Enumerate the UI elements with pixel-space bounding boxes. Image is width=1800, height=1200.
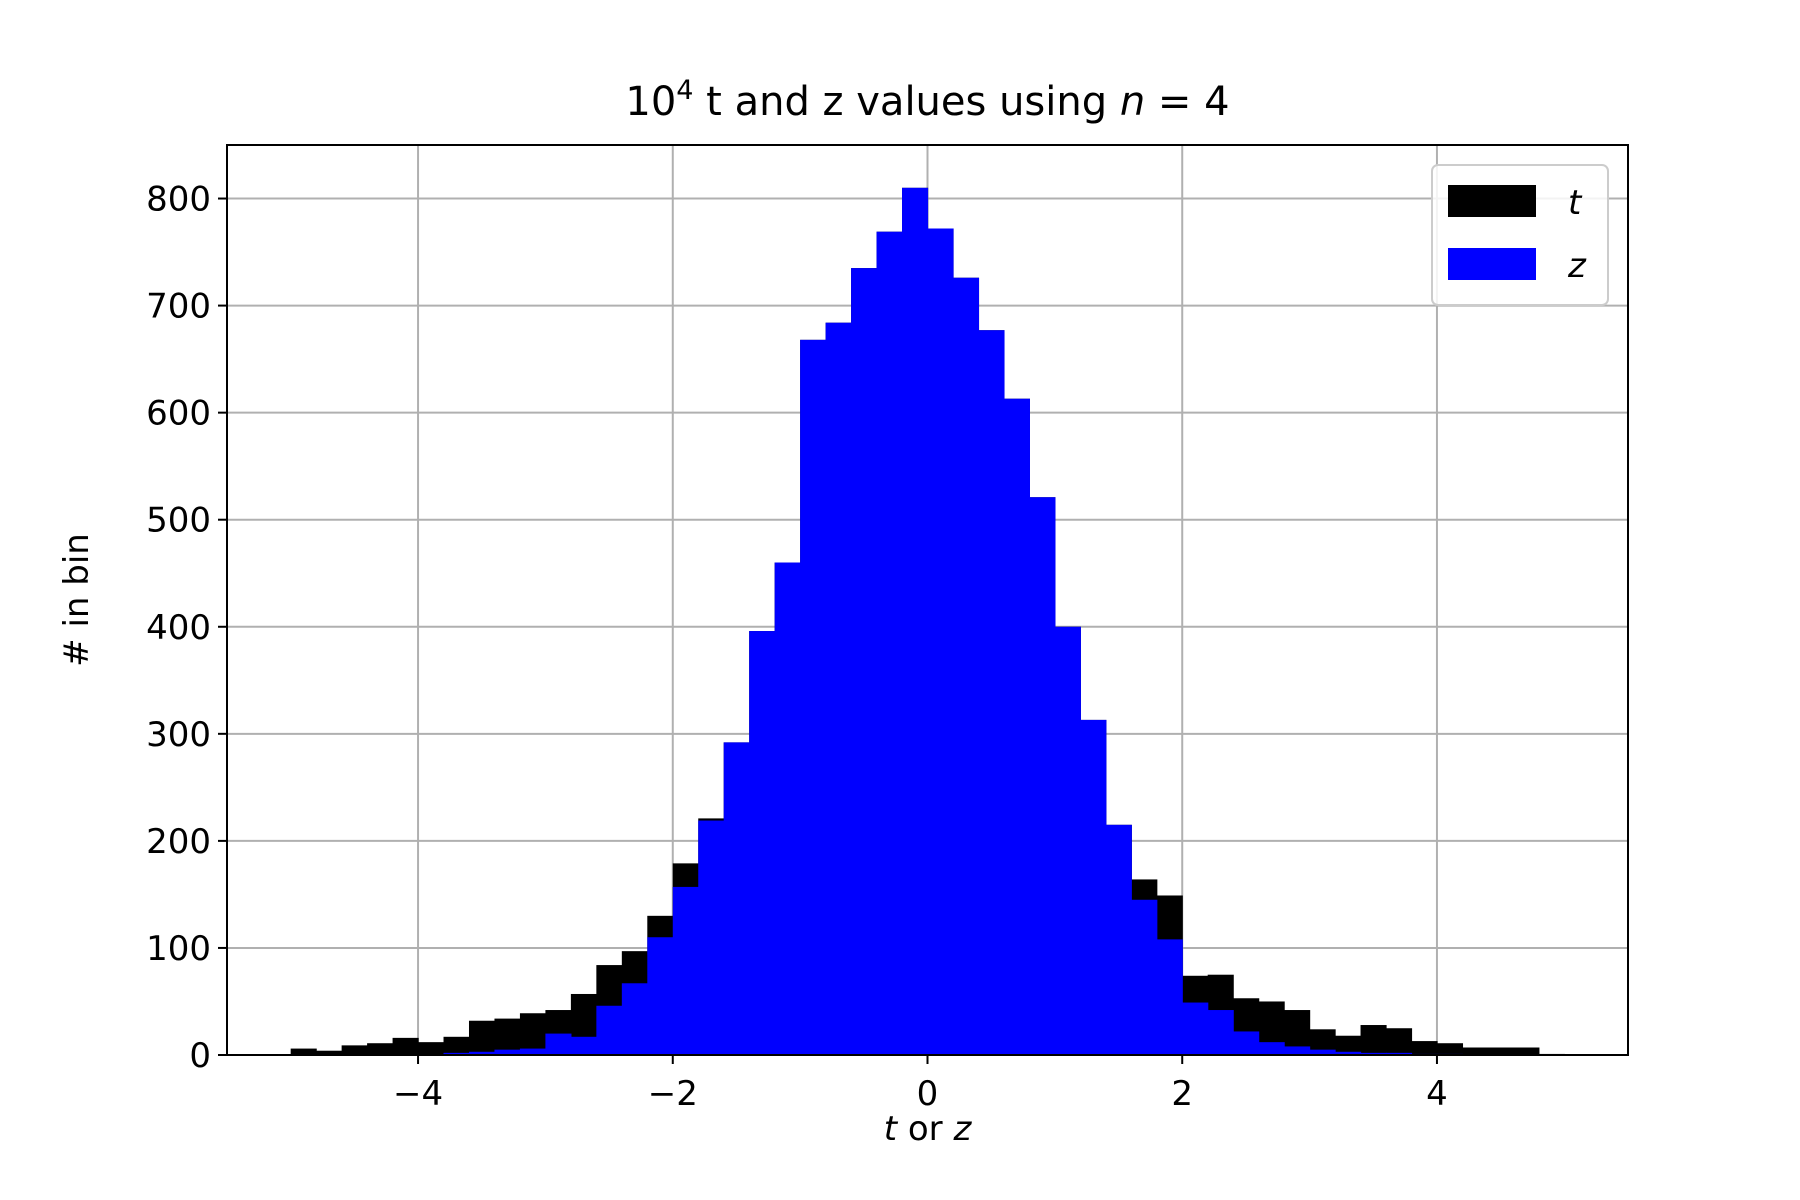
legend-swatch-z bbox=[1448, 248, 1536, 280]
bar-z bbox=[876, 231, 903, 1055]
bar-z bbox=[1207, 1010, 1234, 1055]
plot-frame bbox=[226, 144, 1629, 1056]
bar-z bbox=[1003, 398, 1030, 1056]
axis-ticks: −4 −2 0 2 4 0 100 200 300 400 500 600 700 800 bbox=[146, 180, 1448, 1114]
bar-z bbox=[1131, 899, 1158, 1055]
title-superscript: 4 bbox=[676, 75, 693, 106]
bar-t bbox=[290, 1048, 317, 1055]
y-tick-label: 100 bbox=[146, 929, 211, 969]
bar-z bbox=[1284, 1046, 1311, 1055]
bar-z bbox=[1182, 1002, 1209, 1055]
bar-z bbox=[443, 1052, 470, 1055]
bar-z bbox=[1258, 1042, 1285, 1055]
x-axis-label: t or z bbox=[884, 1109, 973, 1149]
bar-t bbox=[1335, 1035, 1362, 1055]
bar-z bbox=[927, 228, 954, 1056]
bar-z bbox=[1156, 939, 1183, 1055]
x-axis-label-t: t bbox=[884, 1109, 899, 1149]
bar-z bbox=[621, 983, 648, 1055]
bar-z bbox=[1105, 824, 1132, 1055]
bar-t bbox=[1436, 1043, 1464, 1055]
bar-t bbox=[316, 1050, 343, 1055]
bar-t bbox=[519, 1013, 547, 1055]
bar-t bbox=[1386, 1028, 1413, 1055]
y-tick-label: 600 bbox=[146, 394, 211, 434]
title-n-symbol: n bbox=[1120, 79, 1145, 125]
x-tick-label: −2 bbox=[648, 1074, 698, 1114]
bar-z bbox=[672, 886, 699, 1055]
x-tick-label: 4 bbox=[1426, 1074, 1448, 1114]
bar-t bbox=[1462, 1047, 1489, 1055]
x-tick-label: 0 bbox=[917, 1074, 939, 1114]
legend-label-z: z bbox=[1567, 246, 1587, 286]
bar-z bbox=[1309, 1049, 1336, 1055]
bar-z bbox=[1054, 626, 1081, 1055]
bar-t bbox=[1513, 1047, 1540, 1055]
bar-z bbox=[468, 1051, 496, 1055]
bar-z bbox=[749, 631, 776, 1055]
x-tick-label: −4 bbox=[393, 1074, 443, 1114]
bar-z bbox=[825, 322, 852, 1055]
title-middle: t and z values using bbox=[693, 79, 1119, 125]
bar-t bbox=[341, 1045, 368, 1055]
y-tick-label: 0 bbox=[189, 1036, 211, 1076]
bar-z bbox=[978, 330, 1005, 1055]
bar-t bbox=[443, 1036, 470, 1055]
series-z-bars bbox=[443, 187, 1464, 1056]
y-tick-label: 200 bbox=[146, 822, 211, 862]
bar-t bbox=[1487, 1047, 1514, 1055]
bar-z bbox=[519, 1048, 547, 1055]
bar-z bbox=[698, 820, 725, 1055]
bar-z bbox=[494, 1049, 521, 1055]
bar-z bbox=[902, 187, 929, 1055]
bar-z bbox=[774, 562, 801, 1055]
bar-z bbox=[1386, 1052, 1413, 1055]
bar-z bbox=[596, 1005, 623, 1055]
bar-t bbox=[468, 1020, 496, 1055]
legend: t z bbox=[1431, 164, 1609, 306]
bar-z bbox=[851, 268, 878, 1055]
bar-z bbox=[1233, 1031, 1260, 1055]
title-prefix: 10 bbox=[625, 79, 676, 125]
bar-t bbox=[1411, 1041, 1438, 1055]
bar-t bbox=[418, 1042, 445, 1055]
x-tick-label: 2 bbox=[1171, 1074, 1193, 1114]
bar-z bbox=[952, 277, 980, 1055]
bar-z bbox=[545, 1033, 572, 1055]
y-tick-label: 800 bbox=[146, 180, 211, 220]
y-tick-label: 700 bbox=[146, 287, 211, 327]
bar-t bbox=[1360, 1025, 1387, 1055]
chart-title: 104 t and z values using n = 4 bbox=[625, 75, 1229, 125]
bar-z bbox=[647, 937, 674, 1055]
y-tick-label: 400 bbox=[146, 608, 211, 648]
bar-t bbox=[494, 1018, 521, 1055]
bar-z bbox=[800, 339, 827, 1055]
bar-z bbox=[723, 742, 750, 1055]
x-axis-label-z: z bbox=[952, 1109, 972, 1149]
x-axis-label-or: or bbox=[897, 1109, 953, 1149]
y-tick-label: 300 bbox=[146, 715, 211, 755]
title-n-equals: = 4 bbox=[1145, 79, 1229, 125]
legend-label-t: t bbox=[1568, 183, 1583, 223]
bar-z bbox=[1029, 497, 1056, 1056]
bar-z bbox=[570, 1036, 597, 1055]
bar-z bbox=[1335, 1051, 1362, 1055]
y-axis-label: # in bin bbox=[57, 533, 97, 667]
y-tick-label: 500 bbox=[146, 501, 211, 541]
bar-t bbox=[392, 1037, 419, 1055]
bar-z bbox=[1360, 1052, 1387, 1055]
legend-swatch-t bbox=[1448, 185, 1536, 217]
bar-z bbox=[1080, 719, 1107, 1055]
bar-t bbox=[367, 1043, 394, 1055]
